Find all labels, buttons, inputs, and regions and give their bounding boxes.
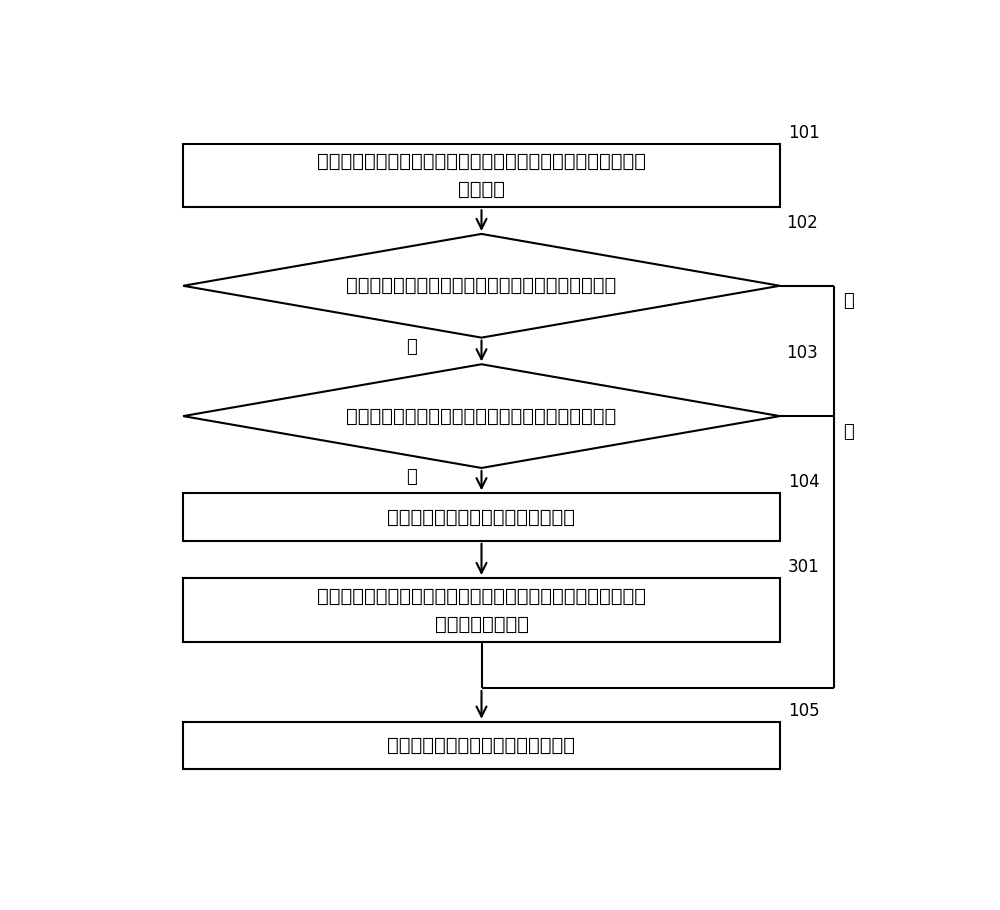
FancyBboxPatch shape <box>183 722 780 769</box>
FancyBboxPatch shape <box>183 578 780 642</box>
FancyBboxPatch shape <box>183 493 780 541</box>
Text: 是: 是 <box>406 339 417 357</box>
Text: 否: 否 <box>843 422 854 440</box>
Text: 102: 102 <box>786 214 818 232</box>
Text: 103: 103 <box>786 344 818 362</box>
Text: 以快速充电模式对终端设备进行充电: 以快速充电模式对终端设备进行充电 <box>388 508 576 527</box>
Text: 是: 是 <box>406 468 417 486</box>
Text: 当检测到终端设备的电量升高至第二阈值时，以普通充电模式对
终端设备进行充电: 当检测到终端设备的电量升高至第二阈值时，以普通充电模式对 终端设备进行充电 <box>317 587 646 633</box>
Text: 接收用户触发的操作，该操作是通过充电器对终端设备进行充电
时触发的: 接收用户触发的操作，该操作是通过充电器对终端设备进行充电 时触发的 <box>317 152 646 199</box>
Text: 105: 105 <box>788 702 819 720</box>
Text: 检测终端设备的电量，判断该电量是否低于第一阈值: 检测终端设备的电量，判断该电量是否低于第一阈值 <box>346 407 617 426</box>
Text: 以普通充电模式对终端设备进行充电: 以普通充电模式对终端设备进行充电 <box>388 736 576 755</box>
Text: 101: 101 <box>788 124 819 142</box>
Polygon shape <box>183 234 780 338</box>
Text: 104: 104 <box>788 473 819 491</box>
Text: 301: 301 <box>788 558 819 576</box>
Text: 判断用户触发的操作是否满足预设快速充电触发操作: 判断用户触发的操作是否满足预设快速充电触发操作 <box>346 277 617 295</box>
Text: 否: 否 <box>843 292 854 310</box>
FancyBboxPatch shape <box>183 145 780 207</box>
Polygon shape <box>183 364 780 468</box>
